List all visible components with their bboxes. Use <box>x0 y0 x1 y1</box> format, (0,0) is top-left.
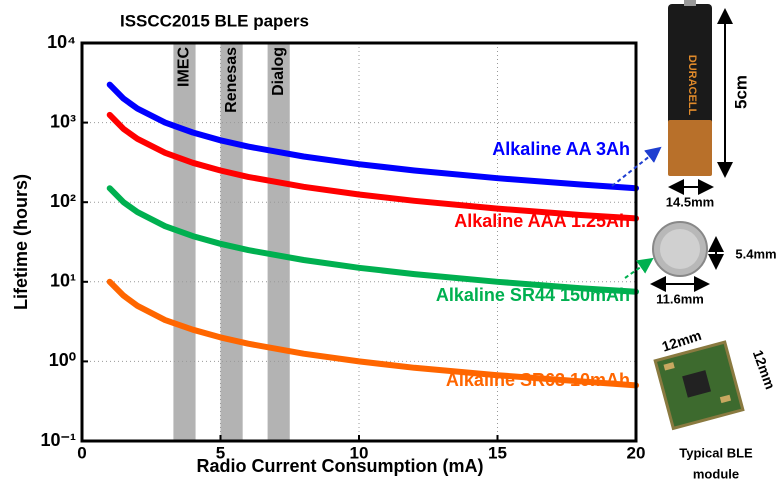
band-label: IMEC <box>176 47 193 87</box>
dimension-label: 5cm <box>731 75 750 109</box>
chart-title: ISSCC2015 BLE papers <box>120 11 309 30</box>
plot-frame <box>80 41 638 443</box>
dimension-label: 5.4mm <box>735 246 776 261</box>
x-tick-label: 20 <box>627 443 646 462</box>
x-tick-label: 0 <box>77 443 86 462</box>
pointer-arrow <box>624 257 654 279</box>
plot-area: IMEC Renesas Dialog 0 5 10 15 20 10⁻¹ 10⁰ 10¹ 10² 10… <box>40 32 645 463</box>
paper-band <box>267 43 290 441</box>
pointer-arrow <box>611 146 662 187</box>
x-tick-label: 15 <box>488 443 507 462</box>
ble-module <box>653 340 745 431</box>
y-axis-label: Lifetime (hours) <box>11 174 31 310</box>
band-label: Dialog <box>270 47 287 96</box>
x-tick-label: 5 <box>216 443 225 462</box>
series-label: Alkaline SR63 10mAh <box>446 370 630 390</box>
x-axis-label: Radio Current Consumption (mA) <box>197 456 484 476</box>
aa-battery: DURACELL <box>668 0 712 176</box>
caption: Typical BLE <box>679 445 753 460</box>
series-label: Alkaline AAA 1.25Ah <box>454 211 630 231</box>
x-tick-label: 10 <box>350 443 369 462</box>
y-tick-label: 10² <box>50 191 76 211</box>
y-tick-label: 10¹ <box>50 271 76 291</box>
y-tick-label: 10⁰ <box>49 350 76 370</box>
paper-band <box>173 43 196 441</box>
coin-cell <box>652 221 708 277</box>
caption: module <box>693 466 739 481</box>
series-line <box>106 111 639 222</box>
series-label: Alkaline AA 3Ah <box>492 139 630 159</box>
series-line <box>106 185 639 295</box>
y-tick-label: 10⁻¹ <box>40 430 76 450</box>
dimension-label: 11.6mm <box>656 291 704 306</box>
dimension-label: 14.5mm <box>666 194 714 209</box>
band-label: Renesas <box>223 47 240 113</box>
y-tick-label: 10⁴ <box>47 32 76 52</box>
series-line <box>106 81 639 192</box>
series-line <box>106 278 639 389</box>
series-label: Alkaline SR44 150mAh <box>436 285 630 305</box>
dimension-label: 12mm <box>750 348 779 392</box>
y-tick-label: 10³ <box>50 111 76 131</box>
battery-brand: DURACELL <box>686 55 698 116</box>
